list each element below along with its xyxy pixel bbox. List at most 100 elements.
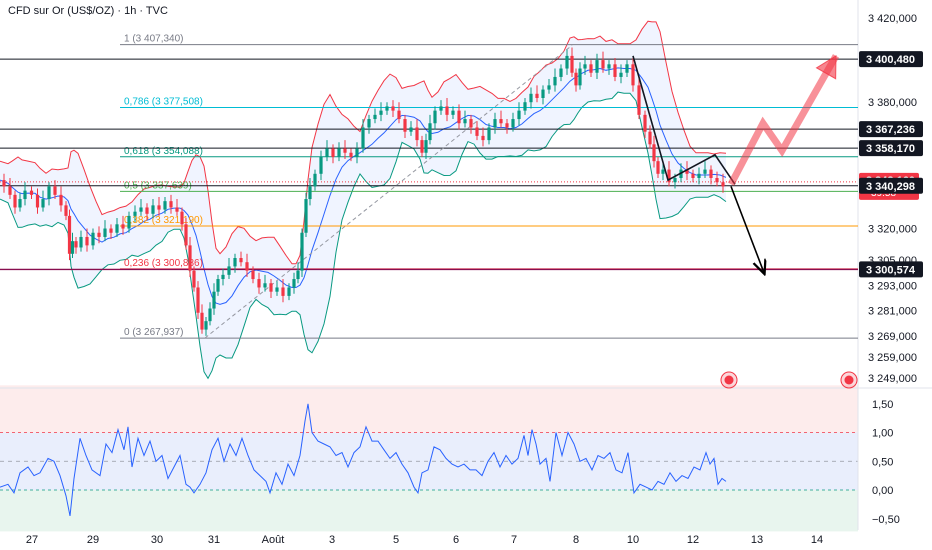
price-axis-tick: 3 281,000 [868, 306, 917, 318]
candle-body [74, 241, 78, 248]
candle-body [169, 201, 173, 208]
candle-body [175, 207, 179, 212]
candle-body [691, 173, 695, 178]
time-axis-tick: 30 [151, 534, 163, 546]
candle-body [163, 201, 167, 210]
candle-body [379, 110, 383, 115]
fib-level-label: 1 (3 407,340) [124, 34, 184, 45]
candle-body [583, 64, 587, 69]
level-price-badge [859, 177, 923, 194]
time-axis-tick: 27 [26, 534, 38, 546]
candle-body [661, 169, 665, 174]
candle-body [157, 205, 161, 210]
candle-body [300, 232, 304, 271]
candle-body [703, 169, 707, 174]
time-axis-tick: 7 [511, 534, 517, 546]
candle-body [511, 119, 515, 128]
candle-body [319, 156, 323, 174]
price-axis-tick: 3 420,000 [868, 13, 917, 25]
candle-body [529, 93, 533, 103]
candle-body [428, 123, 432, 141]
osc-axis-tick: −0,50 [872, 514, 900, 526]
candle-body [139, 207, 143, 212]
bullish-arrow-body [727, 54, 840, 186]
candle-body [239, 258, 243, 263]
candle-body [313, 173, 317, 187]
level-price-badge [859, 121, 923, 138]
candle-body [103, 228, 107, 237]
fib-level-label: 0,382 (3 321,190) [124, 215, 203, 226]
candle-body [275, 287, 279, 292]
candle-body [29, 190, 34, 195]
candle-body [227, 266, 231, 275]
osc-axis-tick: 0,50 [872, 456, 893, 468]
candle-body [487, 127, 491, 141]
candle-body [715, 178, 719, 183]
candle-body [91, 232, 95, 246]
candle-body [216, 279, 220, 292]
candle-body [64, 205, 68, 216]
event-flag-dot [844, 375, 854, 385]
candle-body [595, 60, 599, 73]
candle-body [18, 199, 22, 208]
event-flag-icon[interactable] [720, 371, 738, 389]
candle-body [343, 148, 347, 153]
bollinger-upper [0, 20, 727, 265]
candle-body [304, 199, 308, 233]
candle-body [709, 169, 713, 178]
candle-body [53, 186, 57, 195]
event-flag-icon[interactable] [840, 371, 858, 389]
candle-body [251, 270, 255, 280]
candle-body [184, 224, 188, 246]
candle-body [180, 211, 184, 225]
candle-body [287, 287, 291, 296]
level-price-value: 3 300,574 [866, 264, 916, 276]
candle-body [625, 64, 629, 73]
candle-body [607, 64, 611, 69]
candle-body [145, 207, 149, 214]
candle-body [631, 64, 635, 86]
time-axis-tick: 5 [393, 534, 399, 546]
candle-body [13, 194, 17, 208]
candle-body [245, 262, 249, 271]
oscillator-line [0, 403, 727, 516]
candle-body [499, 119, 503, 124]
candle-body [67, 215, 72, 254]
candle-body [637, 85, 641, 115]
candle-body [535, 93, 539, 98]
level-price-badge [859, 51, 923, 68]
candle-body [547, 85, 551, 90]
candle-body [8, 186, 12, 195]
candle-body [325, 148, 329, 157]
candle-body [656, 161, 660, 174]
time-axis-tick: 12 [687, 534, 699, 546]
candle-body [403, 119, 407, 132]
candle-body [493, 119, 497, 128]
candle-body [188, 245, 192, 271]
candle-body [601, 60, 605, 69]
candle-body [559, 68, 563, 77]
candle-body [451, 110, 455, 115]
candle-body [433, 110, 437, 124]
candle-body [721, 182, 725, 187]
candle-body [257, 279, 261, 288]
candle-body [221, 274, 225, 280]
candle-body [570, 55, 574, 73]
bollinger-lower [0, 91, 727, 380]
time-axis-tick: 10 [627, 534, 639, 546]
candle-body [541, 89, 545, 98]
osc-axis-tick: 1,00 [872, 428, 893, 440]
candle-body [475, 127, 479, 136]
candle-body [367, 119, 371, 128]
candle-body [85, 236, 89, 246]
candle-body [469, 119, 473, 128]
candle-body [613, 64, 617, 77]
candle-body [79, 236, 83, 248]
fib-level-label: 0 (3 267,937) [124, 327, 184, 338]
candle-body [355, 148, 359, 157]
time-axis-tick: 31 [208, 534, 220, 546]
level-price-value: 3 367,236 [866, 124, 915, 136]
bearish-arrow [730, 186, 764, 272]
candle-body [415, 127, 419, 141]
